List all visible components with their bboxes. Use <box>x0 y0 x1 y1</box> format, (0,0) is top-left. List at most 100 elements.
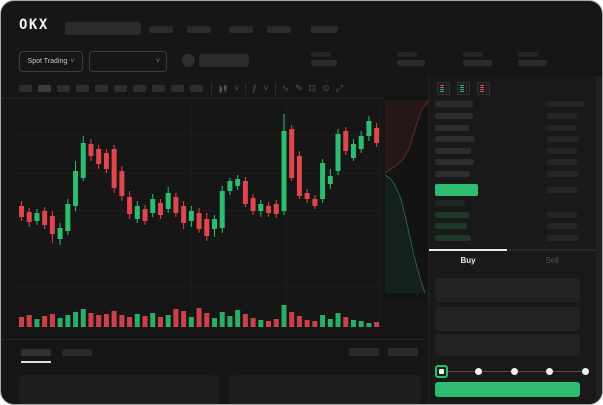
timeframe-button[interactable] <box>19 85 32 92</box>
orders-table-placeholder <box>19 375 219 404</box>
bid-row-price[interactable] <box>435 234 471 241</box>
settings-icon[interactable]: ⊙ <box>322 83 330 93</box>
pair-name-placeholder <box>199 54 249 67</box>
stat-value-placeholder <box>311 60 337 66</box>
brush-icon[interactable]: ✎ <box>295 83 303 93</box>
timeframe-button[interactable] <box>38 85 51 92</box>
stat-value-placeholder <box>463 60 492 66</box>
amount-input[interactable] <box>435 307 580 331</box>
active-tab-indicator <box>429 249 507 251</box>
ask-row-price[interactable] <box>435 113 473 119</box>
slider-stop-75[interactable] <box>546 368 553 375</box>
divider <box>1 98 602 99</box>
amount-slider[interactable] <box>443 368 589 375</box>
price-input[interactable] <box>435 278 580 302</box>
stat-value-placeholder <box>397 60 425 66</box>
camera-icon[interactable]: ⊡ <box>308 83 317 93</box>
timeframe-bar <box>19 81 203 96</box>
ask-row-price[interactable] <box>435 159 474 165</box>
timeframe-button[interactable] <box>133 85 146 92</box>
bid-row-amount[interactable] <box>547 211 577 218</box>
stat-value-placeholder <box>518 60 547 66</box>
pair-select[interactable]: ˅ <box>89 51 167 72</box>
nav-item[interactable] <box>311 26 338 33</box>
ask-row-amount[interactable] <box>547 147 577 154</box>
tab-sell[interactable]: Sell <box>507 256 597 265</box>
chevron-down-icon[interactable]: ˅ <box>263 83 269 93</box>
sell-tab-label: Sell <box>545 256 559 265</box>
trendline-icon[interactable]: ∿ <box>281 83 290 93</box>
market-type-select[interactable]: Spot Trading ˅ <box>19 51 83 72</box>
ask-row-amount[interactable] <box>547 113 577 119</box>
ask-row-amount[interactable] <box>547 136 578 142</box>
nav-item[interactable] <box>149 26 173 33</box>
chevron-down-icon: ˅ <box>70 58 75 65</box>
last-price-bar[interactable] <box>435 184 478 196</box>
scrollbar[interactable] <box>596 76 602 404</box>
book-bids-icon[interactable] <box>457 82 470 95</box>
market-type-label: Spot Trading <box>27 58 68 65</box>
divider <box>1 339 428 340</box>
bid-row-price[interactable] <box>435 211 469 218</box>
search-input[interactable] <box>65 22 141 35</box>
ask-row-amount[interactable] <box>547 124 577 131</box>
nav-item[interactable] <box>187 26 211 33</box>
ask-row-price[interactable] <box>435 136 475 142</box>
orderbook-view-switcher <box>437 82 490 95</box>
orders-table-placeholder <box>229 375 421 404</box>
timeframe-button[interactable] <box>114 85 127 92</box>
bid-row-amount[interactable] <box>547 234 578 241</box>
indicators-icon[interactable]: ƒ <box>252 83 258 93</box>
timeframe-button[interactable] <box>171 85 184 92</box>
footer-button-1[interactable] <box>349 348 379 356</box>
candlestick-chart[interactable] <box>16 97 382 337</box>
depth-chart[interactable] <box>384 97 428 302</box>
candle-style-icon[interactable] <box>218 84 228 94</box>
ask-row-amount[interactable] <box>547 170 578 177</box>
footer-active-tab-indicator <box>21 361 51 363</box>
stat-label-placeholder <box>463 52 483 57</box>
stat-label-placeholder <box>311 52 331 57</box>
timeframe-button[interactable] <box>95 85 108 92</box>
footer-tab-open-orders[interactable] <box>21 349 51 356</box>
last-price-amount <box>547 187 577 193</box>
slider-stop-25[interactable] <box>475 368 482 375</box>
footer-tab-order-history[interactable] <box>62 349 92 356</box>
okx-logo: OKX <box>19 17 49 33</box>
chevron-down-icon: ˅ <box>155 58 160 65</box>
order-book-header-amount[interactable] <box>547 101 585 107</box>
chevron-down-icon[interactable]: ˅ <box>234 83 240 93</box>
divider <box>245 82 247 95</box>
buy-submit-button[interactable] <box>435 382 580 397</box>
book-asks-icon[interactable] <box>477 82 490 95</box>
footer-button-2[interactable] <box>388 348 418 356</box>
fullscreen-icon[interactable]: ⤢ <box>335 83 343 93</box>
timeframe-button[interactable] <box>76 85 89 92</box>
timeframe-button[interactable] <box>152 85 165 92</box>
timeframe-button[interactable] <box>57 85 70 92</box>
order-book-header-price[interactable] <box>435 101 473 107</box>
stat-label-placeholder <box>397 52 417 57</box>
total-input[interactable] <box>435 334 580 356</box>
ask-row-price[interactable] <box>435 124 469 131</box>
bid-row-amount[interactable] <box>547 223 577 229</box>
order-book-and-trade-panel: Buy Sell <box>428 76 602 404</box>
tab-buy[interactable]: Buy <box>429 256 507 265</box>
book-both-icon[interactable] <box>437 82 450 95</box>
slider-stop-100[interactable] <box>581 368 589 375</box>
buy-tab-label: Buy <box>460 256 476 265</box>
ask-row-amount[interactable] <box>547 159 577 165</box>
slider-handle-dot <box>439 369 444 374</box>
ask-row-price[interactable] <box>435 147 471 154</box>
slider-stop-50[interactable] <box>510 368 518 375</box>
bid-row-price[interactable] <box>435 223 467 229</box>
stat-label-placeholder <box>518 52 538 57</box>
slider-handle[interactable] <box>435 365 448 378</box>
ask-row-price[interactable] <box>435 170 470 177</box>
timeframe-button[interactable] <box>190 85 203 92</box>
bid-row-price[interactable] <box>435 200 465 206</box>
divider <box>274 82 276 95</box>
nav-item[interactable] <box>229 26 253 33</box>
nav-item[interactable] <box>267 26 291 33</box>
